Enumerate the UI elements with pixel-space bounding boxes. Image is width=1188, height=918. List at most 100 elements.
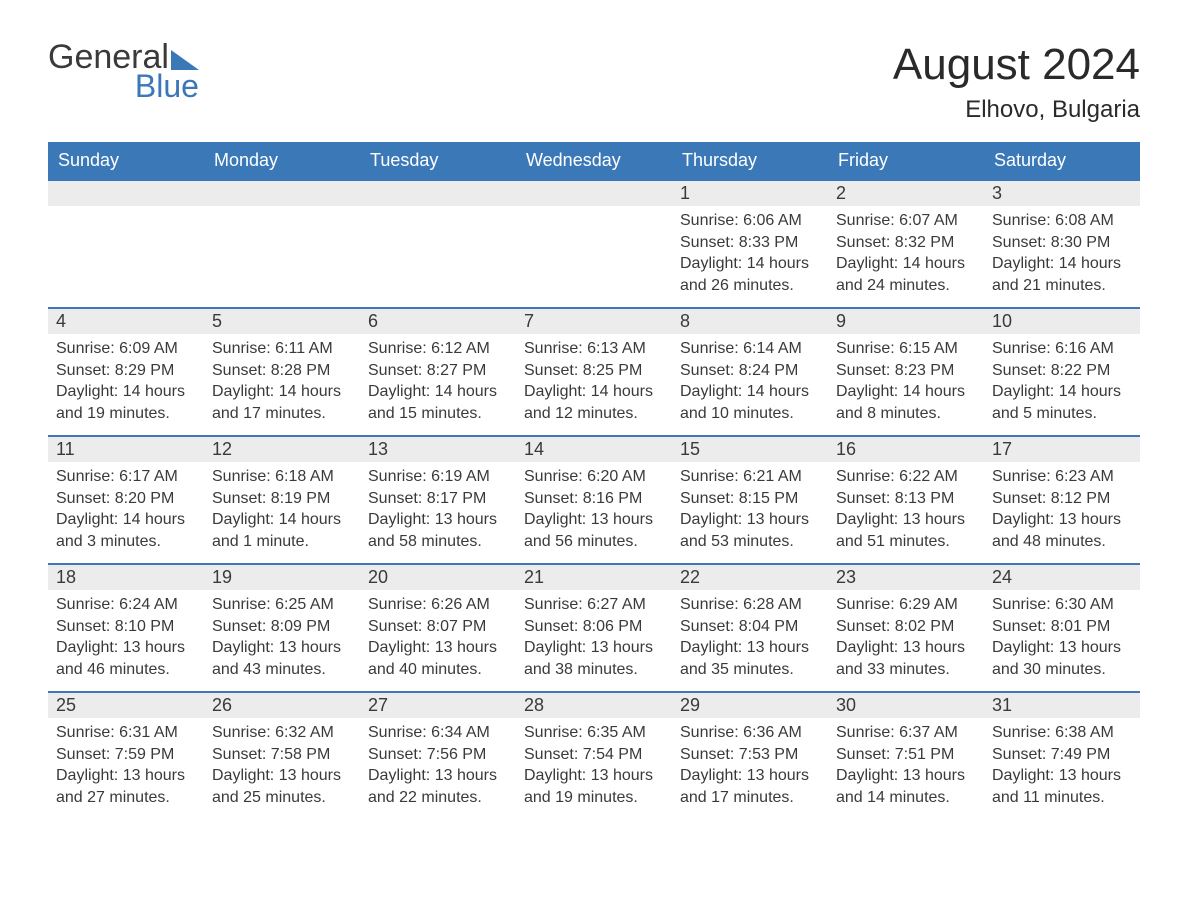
day-sunrise-line: Sunrise: 6:30 AM xyxy=(992,594,1132,616)
daylight-label: Daylight: xyxy=(212,767,274,784)
daylight-label: Daylight: xyxy=(992,255,1054,272)
day-details: Sunrise: 6:12 AMSunset: 8:27 PMDaylight:… xyxy=(360,334,516,432)
calendar-day-cell: 8Sunrise: 6:14 AMSunset: 8:24 PMDaylight… xyxy=(672,307,828,435)
calendar-week-row: 1Sunrise: 6:06 AMSunset: 8:33 PMDaylight… xyxy=(48,179,1140,307)
day-details: Sunrise: 6:07 AMSunset: 8:32 PMDaylight:… xyxy=(828,206,984,304)
day-sunrise-line: Sunrise: 6:22 AM xyxy=(836,466,976,488)
day-details: Sunrise: 6:35 AMSunset: 7:54 PMDaylight:… xyxy=(516,718,672,816)
day-sunrise-line: Sunrise: 6:23 AM xyxy=(992,466,1132,488)
calendar-day-cell: 18Sunrise: 6:24 AMSunset: 8:10 PMDayligh… xyxy=(48,563,204,691)
day-sunrise-line: Sunrise: 6:28 AM xyxy=(680,594,820,616)
day-details: Sunrise: 6:30 AMSunset: 8:01 PMDaylight:… xyxy=(984,590,1140,688)
sunset-value: 8:33 PM xyxy=(739,234,799,251)
day-sunset-line: Sunset: 8:09 PM xyxy=(212,616,352,638)
sunset-value: 8:30 PM xyxy=(1051,234,1111,251)
calendar-day-cell: 17Sunrise: 6:23 AMSunset: 8:12 PMDayligh… xyxy=(984,435,1140,563)
day-daylight-line: Daylight: 14 hours and 24 minutes. xyxy=(836,253,976,296)
day-sunset-line: Sunset: 8:06 PM xyxy=(524,616,664,638)
day-details: Sunrise: 6:24 AMSunset: 8:10 PMDaylight:… xyxy=(48,590,204,688)
daylight-label: Daylight: xyxy=(836,511,898,528)
sunrise-label: Sunrise: xyxy=(836,468,895,485)
sunrise-label: Sunrise: xyxy=(836,212,895,229)
day-sunrise-line: Sunrise: 6:29 AM xyxy=(836,594,976,616)
calendar-table: SundayMondayTuesdayWednesdayThursdayFrid… xyxy=(48,142,1140,819)
day-sunset-line: Sunset: 7:56 PM xyxy=(368,744,508,766)
title-block: August 2024 Elhovo, Bulgaria xyxy=(893,40,1140,124)
daylight-label: Daylight: xyxy=(680,255,742,272)
sunset-value: 8:29 PM xyxy=(115,362,175,379)
logo-text-blue: Blue xyxy=(118,70,199,102)
day-daylight-line: Daylight: 14 hours and 19 minutes. xyxy=(56,381,196,424)
sunrise-value: 6:19 AM xyxy=(431,468,490,485)
day-number: 14 xyxy=(516,435,672,462)
sunset-value: 8:06 PM xyxy=(583,618,643,635)
sunrise-value: 6:30 AM xyxy=(1055,596,1114,613)
day-number: 11 xyxy=(48,435,204,462)
calendar-day-cell: 12Sunrise: 6:18 AMSunset: 8:19 PMDayligh… xyxy=(204,435,360,563)
day-sunrise-line: Sunrise: 6:35 AM xyxy=(524,722,664,744)
calendar-week-row: 11Sunrise: 6:17 AMSunset: 8:20 PMDayligh… xyxy=(48,435,1140,563)
calendar-day-cell: 26Sunrise: 6:32 AMSunset: 7:58 PMDayligh… xyxy=(204,691,360,819)
daylight-label: Daylight: xyxy=(680,639,742,656)
day-sunset-line: Sunset: 7:58 PM xyxy=(212,744,352,766)
sunset-value: 8:15 PM xyxy=(739,490,799,507)
day-details: Sunrise: 6:16 AMSunset: 8:22 PMDaylight:… xyxy=(984,334,1140,432)
calendar-day-cell: 20Sunrise: 6:26 AMSunset: 8:07 PMDayligh… xyxy=(360,563,516,691)
sunset-label: Sunset: xyxy=(56,618,110,635)
daylight-label: Daylight: xyxy=(992,383,1054,400)
day-details: Sunrise: 6:20 AMSunset: 8:16 PMDaylight:… xyxy=(516,462,672,560)
sunrise-label: Sunrise: xyxy=(368,724,427,741)
day-number: 10 xyxy=(984,307,1140,334)
sunrise-value: 6:08 AM xyxy=(1055,212,1114,229)
sunset-label: Sunset: xyxy=(368,362,422,379)
sunset-label: Sunset: xyxy=(56,362,110,379)
weekday-header: Friday xyxy=(828,142,984,179)
sunset-value: 8:17 PM xyxy=(427,490,487,507)
calendar-empty-cell xyxy=(516,179,672,307)
sunset-label: Sunset: xyxy=(56,490,110,507)
day-daylight-line: Daylight: 14 hours and 21 minutes. xyxy=(992,253,1132,296)
day-number: 8 xyxy=(672,307,828,334)
day-sunset-line: Sunset: 8:07 PM xyxy=(368,616,508,638)
weekday-header: Sunday xyxy=(48,142,204,179)
sunrise-label: Sunrise: xyxy=(836,724,895,741)
sunrise-value: 6:15 AM xyxy=(899,340,958,357)
day-sunset-line: Sunset: 8:33 PM xyxy=(680,232,820,254)
day-number: 3 xyxy=(984,179,1140,206)
day-number: 22 xyxy=(672,563,828,590)
day-daylight-line: Daylight: 13 hours and 48 minutes. xyxy=(992,509,1132,552)
calendar-day-cell: 27Sunrise: 6:34 AMSunset: 7:56 PMDayligh… xyxy=(360,691,516,819)
sunset-label: Sunset: xyxy=(368,618,422,635)
calendar-week-row: 4Sunrise: 6:09 AMSunset: 8:29 PMDaylight… xyxy=(48,307,1140,435)
calendar-empty-cell xyxy=(204,179,360,307)
daylight-label: Daylight: xyxy=(992,767,1054,784)
daylight-label: Daylight: xyxy=(368,511,430,528)
day-number: 5 xyxy=(204,307,360,334)
day-sunset-line: Sunset: 8:32 PM xyxy=(836,232,976,254)
day-details: Sunrise: 6:32 AMSunset: 7:58 PMDaylight:… xyxy=(204,718,360,816)
daylight-label: Daylight: xyxy=(368,767,430,784)
sunrise-value: 6:36 AM xyxy=(743,724,802,741)
day-details: Sunrise: 6:37 AMSunset: 7:51 PMDaylight:… xyxy=(828,718,984,816)
calendar-day-cell: 22Sunrise: 6:28 AMSunset: 8:04 PMDayligh… xyxy=(672,563,828,691)
daylight-label: Daylight: xyxy=(680,767,742,784)
sunrise-value: 6:34 AM xyxy=(431,724,490,741)
daylight-label: Daylight: xyxy=(212,511,274,528)
day-daylight-line: Daylight: 13 hours and 40 minutes. xyxy=(368,637,508,680)
sunrise-value: 6:06 AM xyxy=(743,212,802,229)
sunset-label: Sunset: xyxy=(992,362,1046,379)
sunrise-label: Sunrise: xyxy=(56,340,115,357)
day-daylight-line: Daylight: 13 hours and 56 minutes. xyxy=(524,509,664,552)
day-details: Sunrise: 6:11 AMSunset: 8:28 PMDaylight:… xyxy=(204,334,360,432)
day-number: 24 xyxy=(984,563,1140,590)
calendar-day-cell: 10Sunrise: 6:16 AMSunset: 8:22 PMDayligh… xyxy=(984,307,1140,435)
day-details: Sunrise: 6:26 AMSunset: 8:07 PMDaylight:… xyxy=(360,590,516,688)
calendar-day-cell: 3Sunrise: 6:08 AMSunset: 8:30 PMDaylight… xyxy=(984,179,1140,307)
day-details: Sunrise: 6:09 AMSunset: 8:29 PMDaylight:… xyxy=(48,334,204,432)
day-daylight-line: Daylight: 14 hours and 8 minutes. xyxy=(836,381,976,424)
calendar-day-cell: 28Sunrise: 6:35 AMSunset: 7:54 PMDayligh… xyxy=(516,691,672,819)
day-number: 15 xyxy=(672,435,828,462)
daylight-label: Daylight: xyxy=(212,383,274,400)
sunrise-value: 6:21 AM xyxy=(743,468,802,485)
sunset-value: 7:59 PM xyxy=(115,746,175,763)
